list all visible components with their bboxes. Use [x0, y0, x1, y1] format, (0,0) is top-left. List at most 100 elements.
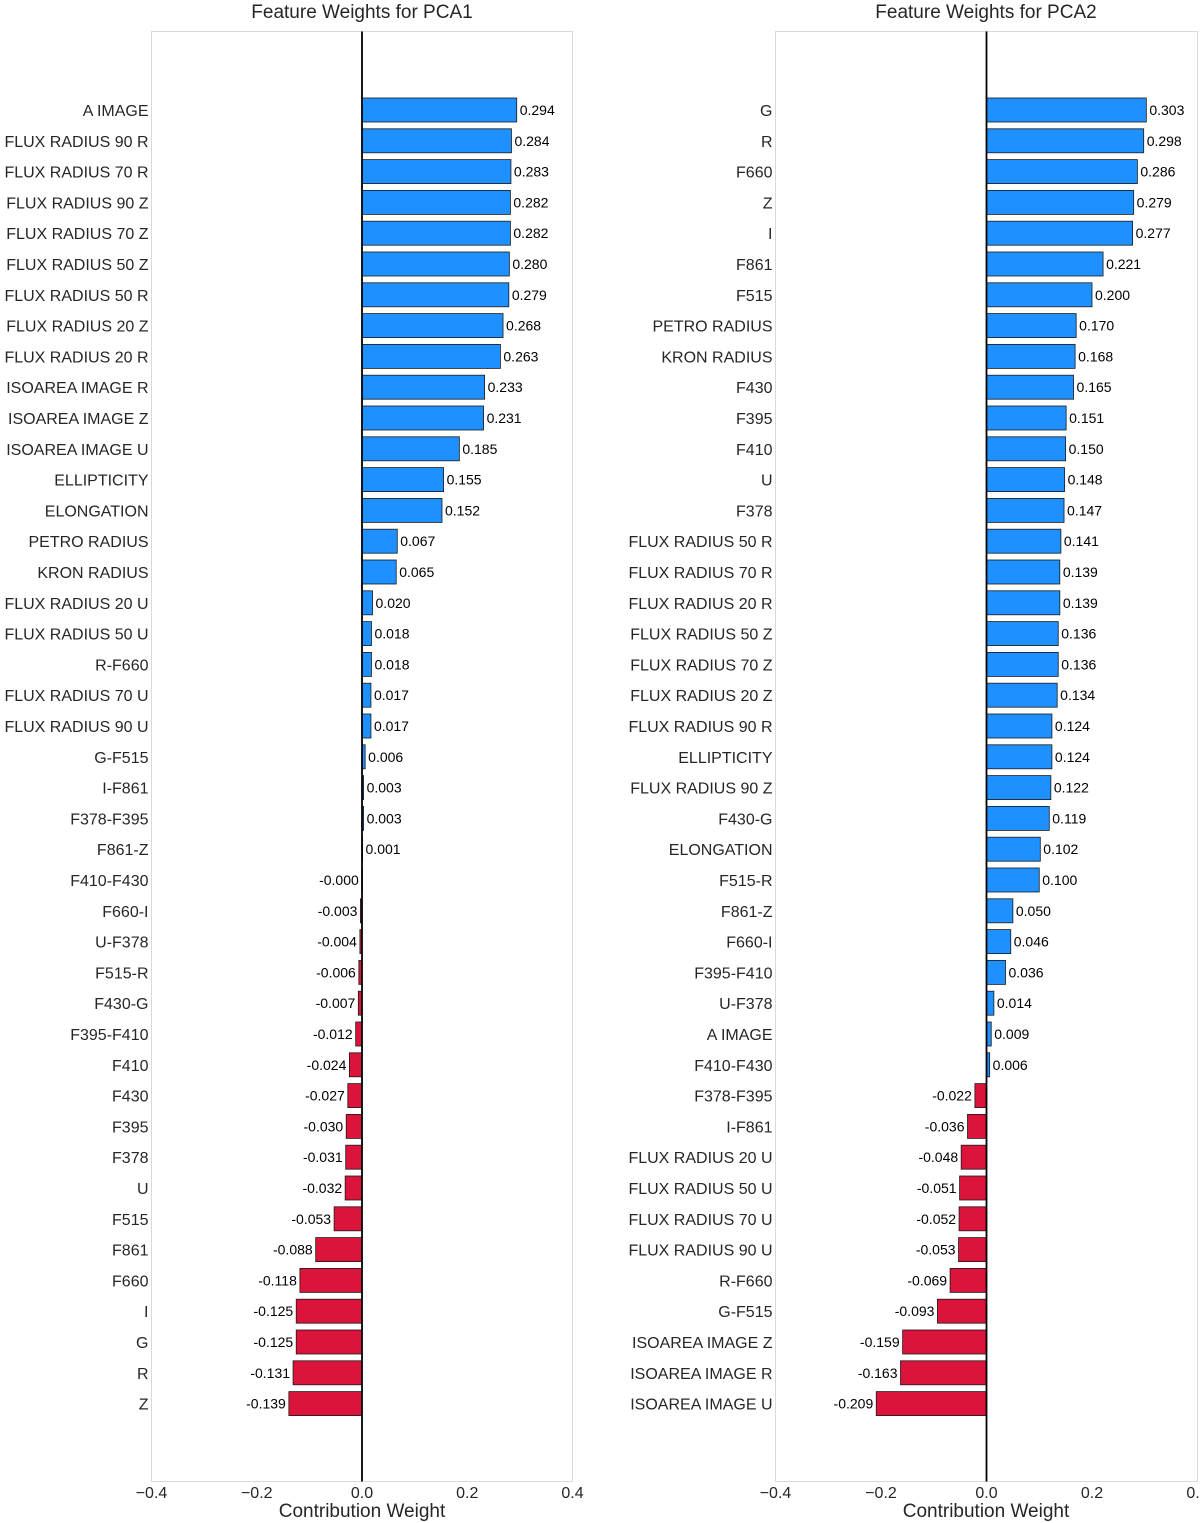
pca1-bar	[361, 405, 484, 431]
pca2-value-label: -0.163	[858, 1365, 898, 1381]
pca2-bar	[986, 590, 1061, 616]
pca2-value-label: -0.069	[907, 1272, 947, 1288]
pca2-bar	[900, 1360, 987, 1386]
pca1-category-label: ELONGATION	[45, 503, 149, 520]
pca2-chart-title: Feature Weights for PCA2	[875, 2, 1096, 23]
pca1-bar	[361, 652, 372, 677]
pca2-bar	[959, 1175, 987, 1201]
pca2-value-label: 0.168	[1078, 348, 1113, 364]
pca1-value-label: 0.006	[368, 749, 403, 765]
pca1-value-label: 0.001	[366, 841, 401, 857]
pca1-bar	[361, 590, 373, 616]
pca1-bar	[361, 374, 486, 400]
pca1-bar	[361, 159, 512, 185]
pca2-x-axis-label: Contribution Weight	[903, 1501, 1070, 1522]
pca2-value-label: 0.279	[1137, 194, 1172, 210]
pca1-category-label: I-F861	[102, 781, 148, 798]
pca2-value-label: 0.119	[1052, 810, 1086, 826]
pca1-category-label: F378	[112, 1150, 149, 1167]
pca1-category-label: F515	[112, 1212, 149, 1229]
pca1-bar	[361, 528, 398, 554]
pca2-category-label: R-F660	[719, 1273, 772, 1290]
pca2-value-label: 0.298	[1147, 133, 1182, 149]
pca1-x-tick-label: 0.0	[351, 1485, 373, 1502]
pca1-category-label: G-F515	[94, 750, 148, 767]
pca2-bar	[986, 528, 1062, 554]
pca2-value-label: 0.134	[1060, 687, 1095, 703]
pca1-category-label: ISOAREA IMAGE Z	[8, 411, 149, 428]
pca2-category-label: FLUX RADIUS 50 Z	[630, 627, 772, 644]
pca2-bar	[986, 990, 995, 1016]
pca1-category-label: FLUX RADIUS 70 Z	[6, 226, 148, 243]
pca2-value-label: -0.159	[860, 1334, 900, 1350]
pca2-bar	[986, 559, 1061, 585]
pca2-value-label: -0.052	[916, 1211, 956, 1227]
pca1-bar	[361, 189, 511, 215]
pca1-x-tick-label: 0.4	[561, 1485, 583, 1502]
pca1-bar	[361, 497, 443, 523]
pca2-category-label: ISOAREA IMAGE U	[630, 1397, 772, 1414]
pca1-category-label: F861	[112, 1243, 149, 1260]
pca1-category-label: F861-Z	[97, 842, 149, 859]
pca1-value-label: 0.279	[512, 287, 547, 303]
pca2-category-label: FLUX RADIUS 20 R	[628, 596, 772, 613]
pca2-bar	[986, 313, 1077, 339]
pca2-category-label: F430-G	[718, 811, 772, 828]
pca1-x-tick-label: −0.4	[136, 1485, 168, 1502]
pca1-value-label: 0.233	[488, 379, 523, 395]
pca2-bar	[949, 1268, 987, 1293]
pca1-value-label: 0.017	[374, 687, 409, 703]
pca2-x-tick-label: −0.2	[865, 1485, 897, 1502]
pca1-bar	[361, 559, 397, 585]
pca1-bar	[347, 1083, 363, 1108]
pca2-value-label: 0.122	[1054, 780, 1089, 796]
pca2-value-label: -0.053	[916, 1242, 956, 1258]
pca1-category-label: F410-F430	[70, 873, 148, 890]
pca2-category-label: R	[761, 134, 773, 151]
pca1-bar	[361, 467, 444, 493]
pca2-category-label: F395	[736, 411, 773, 428]
pca1-value-label: 0.020	[376, 595, 411, 611]
pca1-category-label: ELLIPTICITY	[54, 473, 149, 490]
pca2-bar	[974, 1083, 987, 1108]
pca2-category-label: FLUX RADIUS 20 Z	[630, 688, 772, 705]
pca1-value-label: -0.007	[316, 995, 356, 1011]
pca2-category-label: F410-F430	[694, 1058, 772, 1075]
pca2-category-label: F861-Z	[721, 904, 773, 921]
pca2-x-tick-label: 0.2	[1081, 1485, 1103, 1502]
pca1-category-label: F395	[112, 1119, 149, 1136]
pca1-category-label: FLUX RADIUS 90 Z	[6, 195, 148, 212]
pca1-value-label: 0.152	[445, 502, 480, 518]
pca2-category-label: FLUX RADIUS 90 U	[628, 1243, 772, 1260]
pca2-value-label: 0.200	[1095, 287, 1130, 303]
pca2-value-label: 0.009	[994, 1026, 1029, 1042]
pca1-bar	[315, 1237, 363, 1262]
pca1-category-label: FLUX RADIUS 90 R	[4, 134, 148, 151]
pca1-category-label: FLUX RADIUS 70 R	[4, 165, 148, 182]
pca2-category-label: FLUX RADIUS 90 Z	[630, 781, 772, 798]
pca2-bar	[902, 1329, 987, 1355]
pca2-category-label: I-F861	[726, 1119, 772, 1136]
pca1-value-label: -0.004	[317, 934, 357, 950]
pca2-category-label: F660-I	[726, 935, 772, 952]
pca1-value-label: -0.118	[258, 1272, 297, 1288]
pca2-bar	[986, 652, 1059, 677]
pca2-bar	[986, 713, 1053, 739]
pca1-bar	[361, 436, 460, 462]
pca1-x-axis-label: Contribution Weight	[279, 1501, 446, 1522]
pca2-category-label: FLUX RADIUS 20 U	[628, 1150, 772, 1167]
pca2-bar	[875, 1391, 987, 1416]
pca2-value-label: 0.136	[1061, 656, 1096, 672]
pca1-value-label: 0.284	[514, 133, 549, 149]
pca1-value-label: 0.065	[399, 564, 434, 580]
pca2-category-label: ISOAREA IMAGE Z	[632, 1335, 773, 1352]
pca2-bar	[986, 128, 1145, 154]
pca1-x-tick-label: −0.2	[241, 1485, 273, 1502]
pca2-value-label: 0.148	[1068, 472, 1103, 488]
pca2-category-label: U	[761, 473, 773, 490]
pca2-category-label: FLUX RADIUS 70 U	[628, 1212, 772, 1229]
pca1-value-label: 0.282	[513, 194, 548, 210]
pca1-bar	[348, 1052, 363, 1078]
pca1-value-label: -0.032	[302, 1180, 342, 1196]
